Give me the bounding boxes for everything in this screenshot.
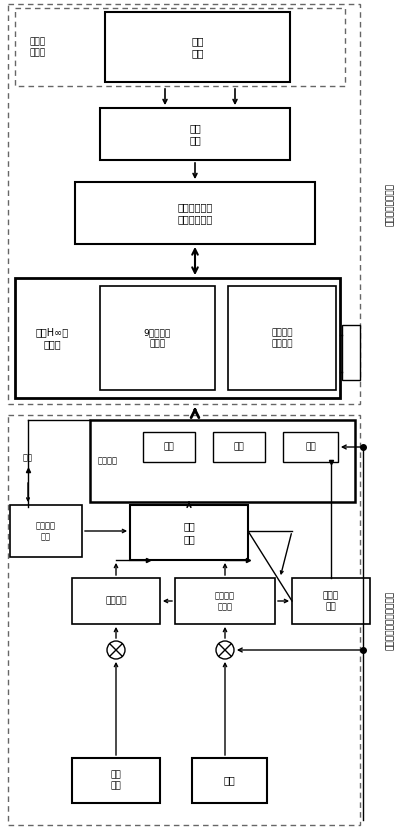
Bar [8,4,360,404]
Text: 速度: 速度 [234,442,244,451]
Text: 导航信息: 导航信息 [98,456,118,465]
Text: 发射惯性系下
系统量测信息: 发射惯性系下 系统量测信息 [177,202,213,224]
Bar [228,286,336,390]
Bar [283,432,338,462]
Text: 加速
度计: 加速 度计 [111,770,122,790]
Text: 延迟: 延迟 [23,454,33,463]
Text: 导航
解算: 导航 解算 [183,521,195,543]
Text: 位置: 位置 [164,442,174,451]
Bar [75,182,315,244]
Bar [8,415,360,825]
Bar [175,578,275,624]
Text: 原始测
量信息: 原始测 量信息 [30,37,46,57]
Bar [342,325,360,380]
Text: 万有引力
计算: 万有引力 计算 [36,521,56,541]
Bar [105,12,290,82]
Bar [72,758,160,803]
Text: 发射惯性系捷联惯导解算: 发射惯性系捷联惯导解算 [385,591,395,650]
Bar [10,505,82,557]
Text: 姿态四元
数计算: 姿态四元 数计算 [215,591,235,611]
Text: 9维导航状
态估计: 9维导航状 态估计 [144,328,171,348]
Bar [100,108,290,160]
Bar [192,758,267,803]
Bar [15,278,340,398]
Text: 姿态: 姿态 [305,442,316,451]
Text: 陀螺: 陀螺 [224,775,235,785]
Text: 姿态矩阵: 姿态矩阵 [105,597,127,606]
Bar [72,578,160,624]
Text: 姿态角
计算: 姿态角 计算 [323,591,339,611]
Bar [90,420,355,502]
Bar [213,432,265,462]
Text: 惯性仪表
误差估计: 惯性仪表 误差估计 [271,328,293,348]
Text: 星敏
感器: 星敏 感器 [191,36,204,58]
Bar [130,505,248,560]
Bar [143,432,195,462]
Bar [15,8,345,86]
Text: 扩展H∞鲁
棒滤波: 扩展H∞鲁 棒滤波 [35,327,69,349]
Text: 组合导航鲁棒滤波: 组合导航鲁棒滤波 [385,183,395,225]
Bar [100,286,215,390]
Text: 转换
算法: 转换 算法 [189,123,201,145]
Bar [292,578,370,624]
